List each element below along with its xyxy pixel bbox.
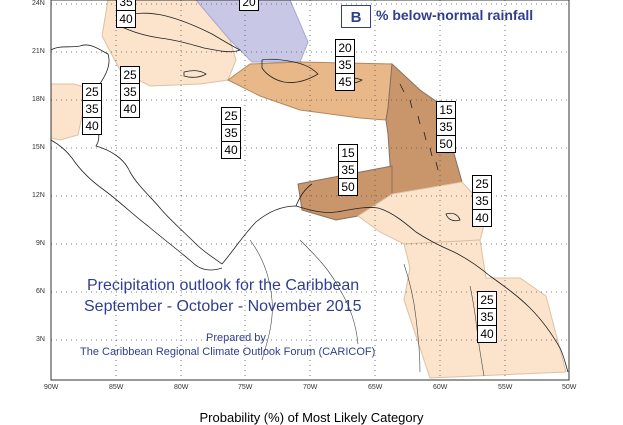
prob-box-hispaniola: 20 35 45 — [335, 39, 355, 91]
prob-value: 35 — [339, 162, 357, 179]
prob-value: 40 — [480, 327, 494, 341]
map-title-line2: September - October - November 2015 — [84, 298, 362, 315]
prob-value: 35 — [437, 119, 455, 136]
prob-value: 40 — [123, 102, 137, 116]
prob-value: 40 — [119, 12, 133, 26]
lon-label-55w: 55W — [498, 384, 513, 391]
prob-value: 15 — [339, 145, 357, 162]
map-border — [50, 0, 570, 381]
prob-value: 25 — [121, 67, 139, 84]
prob-value: 45 — [338, 75, 352, 89]
lon-label-50w: 50W — [562, 384, 577, 391]
prob-box-lesser-antilles: 15 35 50 — [436, 101, 456, 153]
prob-value: 25 — [83, 84, 101, 101]
lon-label-65w: 65W — [368, 384, 383, 391]
lon-label-70w: 70W — [303, 384, 318, 391]
lat-label-21n: 21N — [32, 48, 45, 55]
prob-value: 15 — [437, 102, 455, 119]
credit-line2: The Caribbean Regional Climate Outlook F… — [80, 346, 376, 358]
prob-value: 35 — [117, 0, 135, 11]
lon-label-75w: 75W — [238, 384, 253, 391]
prob-box-bahamas-top: 20 — [239, 0, 259, 11]
legend-text: % below-normal rainfall — [376, 7, 534, 23]
prob-value: 25 — [473, 176, 491, 193]
prob-value: 35 — [222, 125, 240, 142]
prob-value: 20 — [242, 0, 256, 9]
coastlines — [50, 12, 569, 377]
prob-value: 25 — [222, 108, 240, 125]
lat-label-15n: 15N — [32, 144, 45, 151]
lon-label-80w: 80W — [174, 384, 189, 391]
prob-value: 50 — [439, 137, 453, 151]
lat-label-3n: 3N — [36, 336, 45, 343]
lat-label-18n: 18N — [32, 96, 45, 103]
gridlines — [51, 0, 569, 380]
prob-box-top-partial: 35 40 — [116, 0, 136, 28]
prob-box-central-america-west: 25 35 40 — [82, 83, 102, 135]
lon-label-85w: 85W — [109, 384, 124, 391]
prob-value: 50 — [341, 180, 355, 194]
prob-value: 40 — [85, 119, 99, 133]
lon-label-60w: 60W — [433, 384, 448, 391]
prob-value: 40 — [475, 211, 489, 225]
legend-letter: B — [341, 5, 371, 28]
prob-value: 20 — [336, 40, 354, 57]
lat-label-6n: 6N — [36, 288, 45, 295]
prob-box-cuba-south: 25 35 40 — [120, 66, 140, 118]
prob-box-guianas: 25 35 40 — [477, 291, 497, 343]
lat-label-9n: 9N — [36, 240, 45, 247]
prob-value: 35 — [336, 57, 354, 74]
footer-caption: Probability (%) of Most Likely Category — [199, 410, 424, 425]
prob-box-jamaica: 25 35 40 — [221, 107, 241, 159]
prob-value: 40 — [224, 143, 238, 157]
prob-box-southern-caribbean: 15 35 50 — [338, 144, 358, 196]
prob-value: 35 — [121, 84, 139, 101]
lon-label-90w: 90W — [44, 384, 59, 391]
lat-label-12n: 12N — [32, 192, 45, 199]
prob-value: 35 — [473, 193, 491, 210]
prob-value: 25 — [478, 292, 496, 309]
prob-value: 35 — [83, 101, 101, 118]
credit-line1: Prepared by — [206, 332, 266, 344]
lat-label-24n: 24N — [32, 0, 45, 7]
map-title-line1: Precipitation outlook for the Caribbean — [87, 277, 360, 294]
prob-box-trinidad: 25 35 40 — [472, 175, 492, 227]
prob-value: 35 — [478, 309, 496, 326]
